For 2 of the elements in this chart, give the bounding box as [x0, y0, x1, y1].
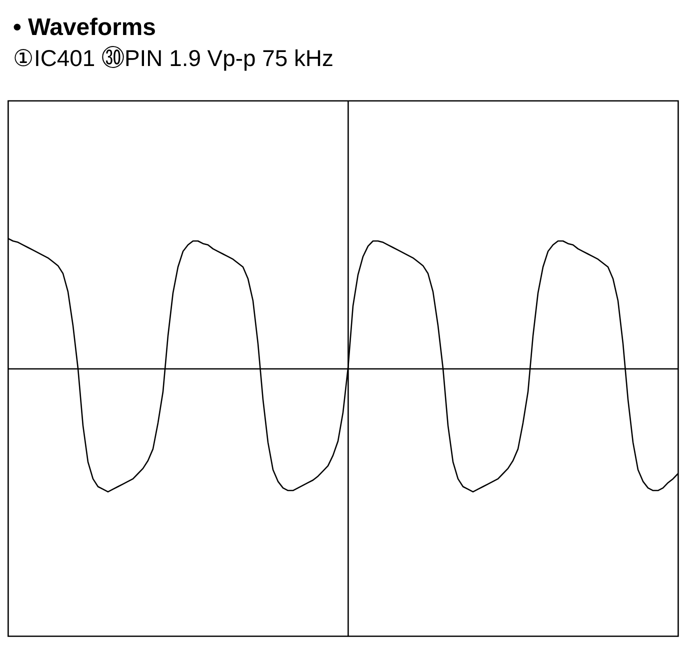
- chart-subtitle: ①IC401 ㉚PIN 1.9 Vp-p 75 kHz: [12, 44, 334, 71]
- chart-title: • Waveforms: [12, 14, 156, 41]
